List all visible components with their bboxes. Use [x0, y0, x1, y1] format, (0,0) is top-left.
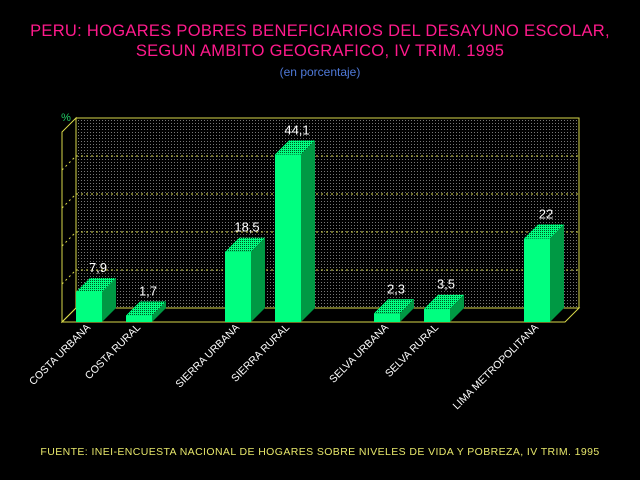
plot-left-wall: [61, 116, 77, 324]
bar-side: [251, 237, 265, 322]
gridline-side: [61, 269, 77, 285]
x-tick-label: COSTA URBANA: [27, 322, 93, 388]
data-label: 3,5: [437, 277, 455, 292]
data-label: 18,5: [234, 220, 259, 235]
bar-top: [225, 237, 265, 252]
x-tick-label: SELVA RURAL: [383, 322, 441, 380]
gridline-side: [61, 193, 77, 209]
bar: [225, 251, 251, 322]
data-label: 2,3: [387, 281, 405, 296]
data-label: 1,7: [139, 284, 157, 299]
plot-back-wall: [75, 117, 580, 309]
chart-title-line-1: PERU: HOGARES POBRES BENEFICIARIOS DEL D…: [30, 22, 610, 40]
bar: [76, 291, 102, 322]
chart-subtitle: (en porcentaje): [279, 65, 361, 79]
x-tick-label: LIMA METROPOLITANA: [451, 322, 541, 412]
y-axis-label: %: [61, 112, 71, 124]
bar-top: [424, 294, 464, 309]
bar-side: [102, 277, 116, 322]
gridline-side: [61, 231, 77, 247]
bar-side: [301, 140, 315, 322]
data-label: 22: [539, 206, 553, 221]
data-label: 44,1: [284, 122, 309, 137]
bar-top: [374, 299, 414, 314]
bar-side: [450, 294, 464, 322]
bar: [126, 315, 152, 322]
bar: [275, 154, 301, 322]
gridline-side: [61, 155, 77, 171]
data-label: 7,9: [89, 260, 107, 275]
bar: [524, 238, 550, 322]
x-tick-label: SELVA URBANA: [327, 322, 391, 386]
bar-top: [76, 277, 116, 292]
bar-top: [275, 140, 315, 155]
bar-side: [152, 301, 166, 322]
bar-side: [550, 224, 564, 322]
bar-top: [524, 224, 564, 239]
bar: [374, 313, 400, 322]
source-note: FUENTE: INEI-ENCUESTA NACIONAL DE HOGARE…: [40, 446, 600, 458]
bar-top: [126, 301, 166, 316]
chart-title-line-2: SEGUN AMBITO GEOGRAFICO, IV TRIM. 1995: [135, 42, 505, 60]
bar-side: [400, 299, 414, 322]
bar: [424, 308, 450, 322]
